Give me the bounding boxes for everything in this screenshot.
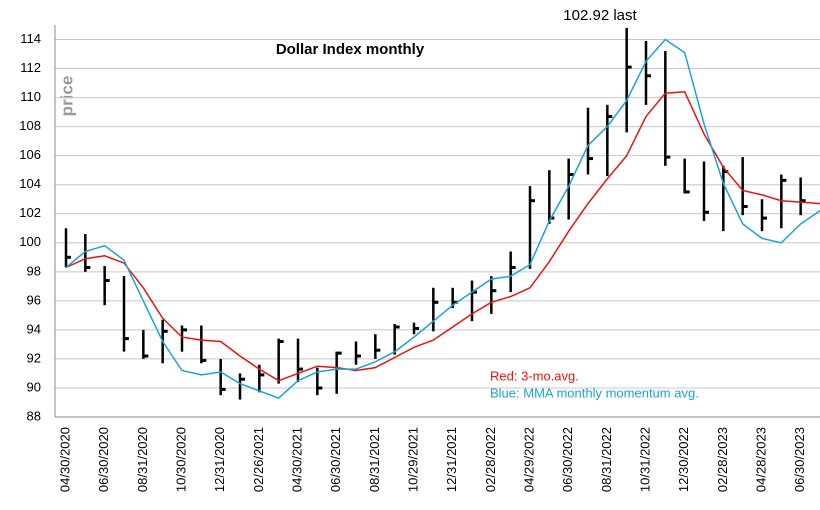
x-tick-label: 02/26/2021 xyxy=(251,427,266,492)
legend-entry: Red: 3-mo.avg. xyxy=(490,368,579,383)
y-tick-label: 104 xyxy=(19,176,41,191)
x-tick-label: 12/31/2021 xyxy=(444,427,459,492)
y-tick-label: 96 xyxy=(27,292,41,307)
y-tick-label: 94 xyxy=(27,321,41,336)
x-tick-label: 04/28/2023 xyxy=(753,427,768,492)
x-tick-label: 10/29/2021 xyxy=(405,427,420,492)
x-tick-label: 02/28/2023 xyxy=(715,427,730,492)
y-tick-label: 114 xyxy=(20,31,41,46)
x-tick-label: 06/30/2022 xyxy=(560,427,575,492)
legend-entry: Blue: MMA monthly momentum avg. xyxy=(490,385,699,400)
x-tick-label: 06/30/2023 xyxy=(792,427,807,492)
x-tick-label: 12/31/2020 xyxy=(212,427,227,492)
y-tick-label: 88 xyxy=(27,408,41,423)
x-tick-label: 02/28/2022 xyxy=(483,427,498,492)
line-series xyxy=(65,91,820,382)
x-tick-label: 10/30/2020 xyxy=(173,427,188,492)
x-tick-label: 04/30/2020 xyxy=(57,427,72,492)
line-series xyxy=(65,38,820,399)
y-tick-label: 106 xyxy=(19,147,41,162)
y-tick-label: 108 xyxy=(19,118,41,133)
y-tick-label: 92 xyxy=(27,350,41,365)
x-tick-label: 08/31/2021 xyxy=(367,427,382,492)
annotation: 102.92 last xyxy=(563,7,637,24)
x-tick-label: 08/31/2020 xyxy=(135,427,150,492)
chart-title: Dollar Index monthly xyxy=(276,41,425,58)
y-axis-label: price xyxy=(57,76,76,117)
y-tick-label: 100 xyxy=(19,234,41,249)
x-tick-label: 10/31/2022 xyxy=(637,427,652,492)
y-tick-label: 90 xyxy=(27,379,41,394)
x-tick-label: 06/30/2020 xyxy=(96,427,111,492)
x-tick-label: 04/30/2021 xyxy=(289,427,304,492)
x-tick-label: 08/31/2022 xyxy=(599,427,614,492)
y-tick-label: 110 xyxy=(20,89,41,104)
x-tick-label: 12/30/2022 xyxy=(676,427,691,492)
y-tick-label: 98 xyxy=(27,263,41,278)
y-tick-label: 102 xyxy=(19,205,41,220)
x-tick-label: 06/30/2021 xyxy=(328,427,343,492)
y-tick-label: 112 xyxy=(20,60,41,75)
x-tick-label: 04/29/2022 xyxy=(521,427,536,492)
